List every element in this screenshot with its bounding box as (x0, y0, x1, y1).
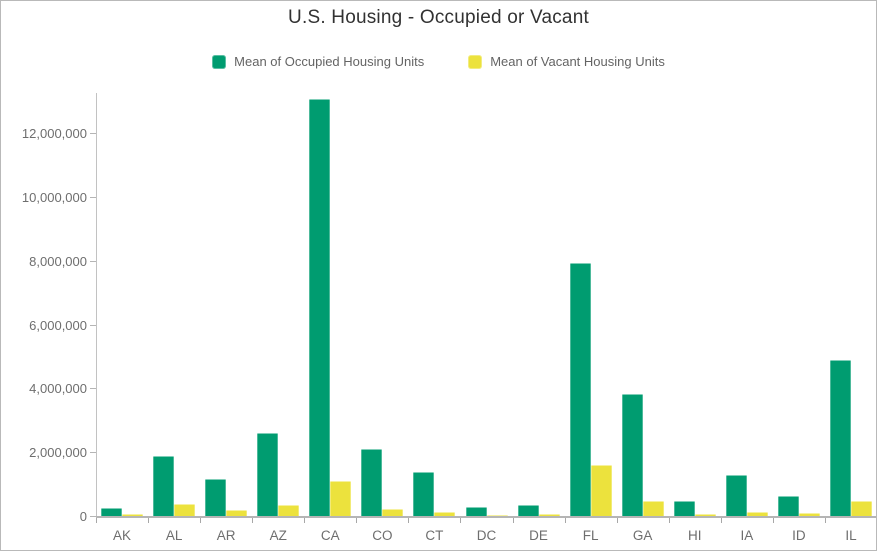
x-axis-label-CA: CA (320, 528, 340, 543)
bar-occupied-DC[interactable] (465, 507, 487, 516)
x-axis-label-HI: HI (688, 528, 702, 543)
y-tick-label: 6,000,000 (29, 317, 87, 333)
bar-vacant-ID[interactable] (798, 513, 820, 516)
bar-occupied-FL[interactable] (569, 262, 591, 516)
bar-occupied-AR[interactable] (205, 479, 227, 516)
x-tick (356, 518, 358, 523)
y-tick-label: 4,000,000 (29, 381, 87, 397)
bar-occupied-CO[interactable] (361, 449, 383, 516)
y-tick (90, 197, 96, 198)
legend-label-occupied: Mean of Occupied Housing Units (234, 54, 425, 69)
y-axis-line (96, 93, 97, 518)
y-tick (90, 260, 96, 262)
x-tick (460, 518, 462, 523)
bar-vacant-IL[interactable] (850, 501, 872, 516)
legend-item-occupied[interactable]: Mean of Occupied Housing Units (212, 54, 424, 69)
bar-occupied-IA[interactable] (725, 475, 747, 516)
y-tick-label: 8,000,000 (29, 253, 87, 269)
bar-vacant-AL[interactable] (174, 504, 196, 516)
bar-occupied-AL[interactable] (153, 456, 175, 516)
bar-vacant-CO[interactable] (382, 509, 404, 516)
chart-title: U.S. Housing - Occupied or Vacant (288, 7, 589, 28)
x-axis-label-DC: DC (476, 528, 497, 543)
bar-vacant-HI[interactable] (694, 513, 716, 516)
bar-occupied-AK[interactable] (101, 507, 123, 516)
y-tick (90, 516, 96, 517)
x-axis-label-AZ: AZ (269, 528, 287, 543)
bar-vacant-AK[interactable] (122, 514, 144, 516)
x-tick (252, 518, 254, 523)
bar-occupied-AZ[interactable] (257, 432, 279, 516)
legend-item-vacant[interactable]: Mean of Vacant Housing Units (468, 54, 665, 69)
y-tick-label: 0 (79, 509, 87, 524)
y-tick (90, 133, 96, 135)
x-axis-label-AL: AL (165, 528, 183, 543)
x-axis-line (96, 516, 876, 518)
bar-occupied-IL[interactable] (829, 360, 851, 516)
bar-occupied-CA[interactable] (309, 98, 331, 516)
x-tick (512, 518, 514, 523)
legend: Mean of Occupied Housing Units Mean of V… (1, 54, 876, 69)
bar-vacant-AR[interactable] (226, 510, 248, 516)
vacant-series-swatch-icon (468, 54, 483, 69)
y-tick-label: 10,000,000 (21, 190, 87, 205)
bar-occupied-ID[interactable] (777, 495, 799, 516)
y-tick (90, 324, 96, 326)
y-tick (90, 388, 96, 390)
x-tick (824, 518, 826, 523)
occupied-series-swatch-icon (212, 54, 227, 69)
bar-vacant-GA[interactable] (642, 500, 664, 516)
x-tick (564, 518, 566, 523)
bar-vacant-DE[interactable] (538, 514, 560, 516)
x-axis-label-AR: AR (216, 528, 236, 543)
bar-vacant-FL[interactable] (590, 464, 612, 516)
y-tick-label: 2,000,000 (29, 445, 87, 461)
x-axis-label-GA: GA (632, 528, 653, 543)
x-axis-label-IL: IL (845, 528, 857, 543)
x-tick (408, 518, 410, 523)
x-tick (304, 518, 306, 523)
x-tick (616, 518, 618, 523)
bar-vacant-IA[interactable] (746, 511, 768, 516)
x-tick (148, 518, 150, 523)
x-tick (720, 518, 722, 523)
bar-vacant-AZ[interactable] (278, 504, 300, 516)
bar-occupied-DE[interactable] (517, 504, 539, 516)
x-axis-label-DE: DE (529, 528, 548, 543)
bar-vacant-CT[interactable] (434, 511, 456, 516)
x-axis-label-IA: IA (740, 528, 754, 543)
x-tick (96, 518, 97, 523)
bar-occupied-HI[interactable] (673, 501, 695, 516)
x-axis-label-AK: AK (113, 528, 132, 543)
bar-vacant-CA[interactable] (330, 480, 352, 516)
y-tick (90, 452, 96, 454)
legend-label-vacant: Mean of Vacant Housing Units (490, 54, 665, 69)
bar-occupied-CT[interactable] (413, 472, 435, 516)
x-axis-label-CO: CO (372, 528, 393, 543)
x-tick (200, 518, 202, 523)
x-tick (668, 518, 670, 523)
x-axis-label-FL: FL (582, 528, 599, 543)
y-tick-label: 12,000,000 (21, 126, 87, 142)
bar-vacant-DC[interactable] (486, 515, 508, 516)
x-axis-label-ID: ID (792, 528, 806, 543)
x-axis-label-CT: CT (425, 528, 444, 543)
bar-occupied-GA[interactable] (621, 394, 643, 516)
x-tick (772, 518, 774, 523)
